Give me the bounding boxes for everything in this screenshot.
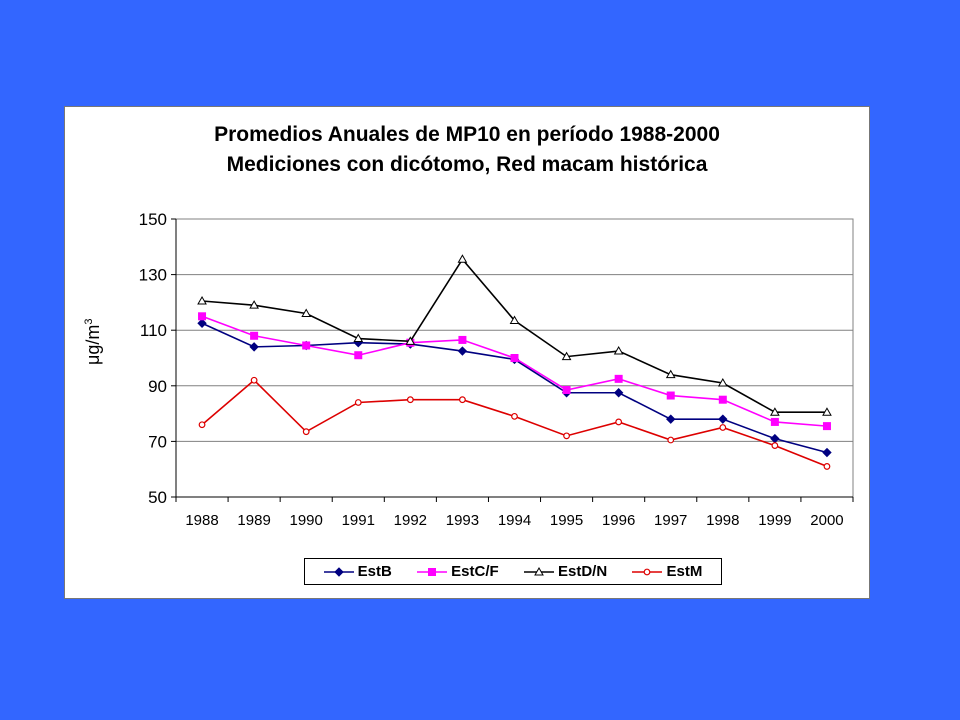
data-point-estm <box>771 442 779 449</box>
legend: EstB EstC/F EstD/N EstM <box>304 558 722 585</box>
data-point-estd-n <box>405 336 416 345</box>
gridlines <box>176 274 853 442</box>
legend-swatch <box>417 567 448 576</box>
series-line-estb <box>201 322 828 454</box>
data-point-estm <box>250 376 258 384</box>
x-tick-label: 2000 <box>810 512 843 529</box>
data-point-estd-n <box>197 296 207 305</box>
legend-swatch <box>632 568 663 575</box>
data-point-estb <box>613 388 624 398</box>
y-tick-label: 110 <box>140 321 167 340</box>
data-point-estb <box>718 414 728 424</box>
x-tick-label: 1995 <box>550 512 583 529</box>
y-tick-label: 70 <box>148 432 167 451</box>
legend-swatch-marker <box>644 568 651 575</box>
data-point-estc-f <box>354 351 363 360</box>
data-point-estm <box>719 424 727 431</box>
series-estd-n <box>197 254 832 416</box>
legend-swatch <box>323 566 354 577</box>
data-point-estc-f <box>198 312 207 321</box>
x-tick-label: 1990 <box>290 512 323 529</box>
series-line-estc-f <box>201 315 828 427</box>
legend-swatch-marker <box>534 566 544 575</box>
data-point-estc-f <box>302 341 311 350</box>
data-point-estd-n <box>457 254 468 263</box>
data-point-estm <box>823 463 831 470</box>
y-tick-label: 150 <box>139 210 167 229</box>
x-tick-label: 1991 <box>342 512 375 529</box>
y-tick-label: 50 <box>148 488 167 507</box>
axes: 50 70 90 110 130 150 1988 1989 1990 1991 1992 1993 1… <box>139 210 854 529</box>
legend-label: EstC/F <box>451 563 499 580</box>
series-estm <box>198 376 831 470</box>
data-point-estc-f <box>822 422 831 431</box>
x-tick-label: 1998 <box>706 512 739 529</box>
y-tick-label: 90 <box>148 377 167 396</box>
data-point-estc-f <box>458 335 467 344</box>
y-axis-label-superscript: 3 <box>83 318 95 325</box>
x-tick-label: 1992 <box>394 512 427 529</box>
y-tick-label: 130 <box>139 266 167 285</box>
x-tick-label: 1997 <box>654 512 687 529</box>
legend-item-estb: EstB <box>323 563 392 580</box>
legend-swatch <box>523 566 554 575</box>
data-point-estd-n <box>301 308 312 318</box>
legend-swatch-marker <box>333 566 344 577</box>
series-lines <box>197 254 832 470</box>
data-point-estd-n <box>509 315 520 324</box>
data-point-estd-n <box>561 351 572 361</box>
data-point-estm <box>511 412 518 420</box>
legend-swatch-marker <box>428 567 437 576</box>
legend-label: EstD/N <box>557 563 608 580</box>
chart-title: Promedios Anuales de MP10 en período 198… <box>214 123 720 146</box>
data-point-estc-f <box>718 395 727 404</box>
chart-subtitle: Mediciones con dicótomo, Red macam histó… <box>226 153 708 176</box>
line-chart: 50 70 90 110 130 150 1988 1989 1990 1991 1992 1993 1… <box>139 210 854 529</box>
x-tick-label: 1993 <box>446 512 479 529</box>
legend-item-estc-f: EstC/F <box>417 563 499 580</box>
data-point-estb <box>666 414 676 424</box>
data-point-estm <box>667 436 675 444</box>
data-point-estd-n <box>770 407 780 416</box>
x-tick-label: 1994 <box>498 512 531 529</box>
data-point-estm <box>198 421 206 429</box>
data-point-estm <box>563 432 570 440</box>
data-point-estm <box>459 396 466 404</box>
x-tick-label: 1989 <box>237 512 270 529</box>
data-point-estb <box>197 318 207 328</box>
data-point-estd-n <box>353 333 364 343</box>
data-point-estc-f <box>510 354 519 362</box>
data-point-estc-f <box>562 385 571 394</box>
data-point-estm <box>615 418 623 426</box>
x-tick-label: 1988 <box>185 512 218 529</box>
data-point-estd-n <box>665 369 676 379</box>
legend-item-estd-n: EstD/N <box>523 563 608 580</box>
chart-panel: Promedios Anuales de MP10 en período 198… <box>64 106 870 599</box>
y-axis-label: μg/m3 <box>83 318 104 365</box>
data-point-estd-n <box>717 378 728 387</box>
data-point-estm <box>302 428 310 436</box>
legend-label: EstM <box>666 563 703 580</box>
data-point-estc-f <box>250 331 259 340</box>
y-axis-label-text: μg/m <box>83 324 103 365</box>
data-point-estd-n <box>249 300 259 309</box>
series-line-estd-n <box>201 257 827 414</box>
data-point-estb <box>822 447 832 458</box>
legend-label: EstB <box>357 563 392 580</box>
data-point-estd-n <box>822 407 832 416</box>
data-point-estc-f <box>770 417 779 426</box>
data-point-estd-n <box>613 346 624 355</box>
data-point-estm <box>354 399 362 406</box>
data-point-estb <box>249 342 259 352</box>
data-point-estb <box>457 346 468 356</box>
x-tick-label: 1996 <box>602 512 635 529</box>
data-point-estm <box>406 396 414 404</box>
data-point-estc-f <box>614 374 623 383</box>
data-point-estc-f <box>666 391 675 400</box>
series-estb <box>197 318 832 458</box>
x-tick-label: 1999 <box>758 512 791 529</box>
legend-item-estm: EstM <box>632 563 702 580</box>
